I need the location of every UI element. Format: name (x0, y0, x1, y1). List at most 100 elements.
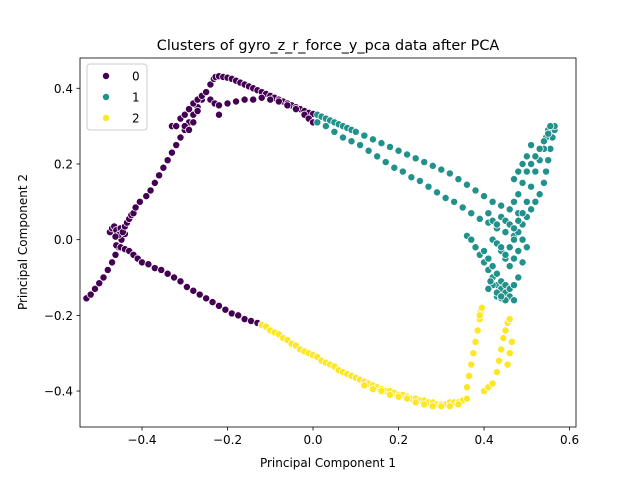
data-point-cluster-0 (170, 273, 179, 282)
data-point-cluster-1 (535, 190, 544, 199)
data-point-cluster-1 (486, 277, 495, 286)
legend-marker-cluster-1 (102, 93, 110, 101)
legend-label-cluster-2: 2 (132, 112, 140, 126)
x-tick-label: −0.2 (213, 433, 242, 447)
data-point-cluster-1 (471, 243, 480, 252)
data-point-cluster-0 (202, 294, 211, 303)
data-point-cluster-0 (283, 101, 292, 110)
data-point-cluster-1 (514, 247, 523, 255)
data-point-cluster-0 (157, 265, 166, 274)
data-point-cluster-0 (189, 118, 198, 127)
data-point-cluster-1 (527, 182, 536, 191)
data-point-cluster-0 (214, 101, 223, 110)
data-point-cluster-2 (454, 400, 463, 409)
data-point-cluster-1 (488, 197, 497, 206)
data-point-cluster-1 (522, 197, 531, 206)
data-point-cluster-0 (176, 277, 185, 286)
data-point-cluster-1 (475, 214, 484, 223)
data-point-cluster-1 (484, 284, 493, 293)
data-point-cluster-1 (377, 139, 386, 148)
data-point-cluster-0 (172, 122, 181, 131)
data-point-cluster-0 (223, 99, 232, 108)
data-point-cluster-2 (471, 337, 480, 346)
data-point-cluster-2 (499, 334, 508, 343)
data-point-cluster-0 (185, 105, 194, 114)
data-point-cluster-0 (150, 178, 159, 187)
data-point-cluster-1 (381, 158, 390, 167)
data-point-cluster-2 (368, 385, 377, 394)
data-point-cluster-0 (135, 197, 144, 206)
data-point-cluster-1 (510, 235, 518, 244)
data-point-cluster-0 (240, 95, 249, 104)
data-point-cluster-1 (420, 158, 429, 167)
data-point-cluster-1 (522, 152, 531, 161)
data-point-cluster-2 (411, 398, 420, 407)
data-point-cluster-1 (424, 182, 433, 191)
legend-box (86, 63, 148, 131)
data-point-cluster-1 (518, 235, 527, 244)
data-point-cluster-2 (462, 394, 471, 403)
x-axis-label: Principal Component 1 (260, 456, 396, 470)
data-point-cluster-0 (103, 265, 112, 274)
data-point-cluster-0 (108, 258, 117, 267)
data-point-cluster-1 (394, 146, 403, 155)
data-point-cluster-1 (522, 167, 531, 176)
y-tick-label: −0.2 (44, 309, 73, 323)
data-point-cluster-2 (505, 315, 514, 324)
data-point-cluster-0 (193, 107, 202, 115)
y-tick-label: −0.4 (44, 385, 73, 399)
data-point-cluster-0 (176, 133, 185, 142)
data-point-cluster-2 (492, 368, 501, 377)
data-point-cluster-0 (257, 93, 266, 102)
data-point-cluster-0 (144, 260, 153, 269)
data-point-cluster-2 (477, 303, 486, 312)
data-point-cluster-1 (492, 220, 501, 229)
data-point-cluster-2 (394, 392, 403, 401)
data-point-cluster-2 (467, 360, 476, 369)
data-point-cluster-0 (274, 97, 283, 106)
data-point-cluster-0 (180, 110, 189, 119)
data-point-cluster-1 (546, 122, 555, 131)
data-point-cluster-1 (527, 205, 536, 214)
data-point-cluster-1 (433, 188, 442, 197)
x-axis-ticks: −0.4 −0.2 0.0 0.2 0.4 0.6 (127, 427, 579, 447)
data-point-cluster-1 (484, 254, 493, 263)
data-point-cluster-1 (542, 167, 551, 176)
legend: 0 1 2 (86, 63, 148, 131)
data-point-cluster-2 (473, 326, 482, 335)
data-point-cluster-1 (522, 243, 531, 252)
data-point-cluster-0 (111, 232, 120, 241)
data-point-cluster-0 (195, 290, 204, 299)
axes-frame (79, 57, 577, 428)
data-point-cluster-1 (514, 190, 523, 199)
data-point-cluster-0 (155, 171, 164, 180)
data-point-cluster-1 (510, 224, 518, 233)
data-point-cluster-2 (503, 360, 512, 369)
data-point-cluster-1 (441, 194, 450, 203)
data-point-cluster-0 (291, 105, 300, 114)
data-point-cluster-1 (356, 141, 365, 150)
data-point-cluster-1 (510, 197, 518, 206)
data-point-cluster-1 (539, 137, 548, 146)
data-point-cluster-1 (488, 262, 497, 271)
data-point-cluster-1 (510, 175, 518, 184)
data-point-cluster-1 (497, 243, 506, 252)
data-point-cluster-0 (90, 284, 99, 293)
data-point-cluster-0 (249, 95, 258, 104)
data-point-cluster-2 (377, 387, 386, 396)
data-point-cluster-2 (403, 394, 412, 403)
data-point-cluster-1 (535, 144, 544, 153)
data-point-cluster-0 (86, 290, 95, 299)
y-axis-label: Principal Component 2 (16, 174, 30, 310)
data-point-cluster-1 (445, 169, 454, 178)
data-point-cluster-1 (544, 129, 553, 138)
y-axis-ticks: −0.4 −0.2 0.0 0.2 0.4 (44, 82, 80, 399)
data-point-cluster-0 (111, 250, 120, 259)
data-point-cluster-1 (467, 209, 476, 218)
data-point-cluster-0 (159, 163, 168, 172)
data-point-cluster-0 (232, 97, 241, 106)
data-point-cluster-2 (360, 381, 369, 390)
data-point-cluster-1 (531, 152, 540, 161)
data-point-cluster-0 (182, 282, 191, 291)
legend-marker-cluster-2 (102, 114, 110, 122)
